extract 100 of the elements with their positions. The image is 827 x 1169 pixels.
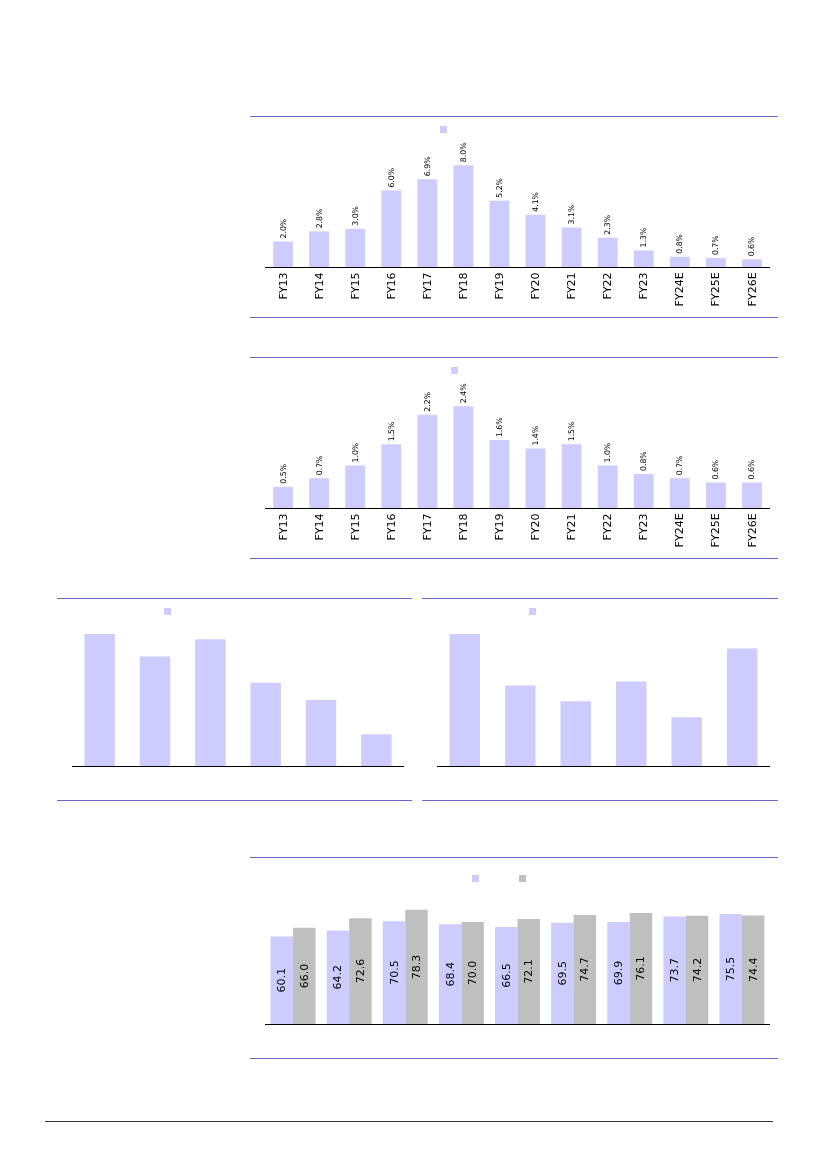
x-tick-label: FY25E [709,272,723,307]
data-label: 70.5 [387,960,401,985]
bar [361,734,392,766]
bar [293,927,316,1024]
x-tick-label: FY24E [673,272,687,307]
bar [449,634,481,766]
bar [381,444,402,508]
x-tick-label: FY23 [637,272,651,300]
bar [597,237,618,267]
bar [705,482,726,508]
bar [663,916,686,1024]
x-tick-label: FY22 [601,272,615,300]
bar [669,256,690,267]
x-tick-label: FY21 [565,513,579,541]
data-label: 66.5 [499,963,513,988]
bar [417,179,438,267]
bar [607,922,630,1024]
bar [273,241,293,267]
bar [495,927,518,1024]
data-label: 72.6 [353,958,367,984]
x-tick-label: FY18 [456,272,470,300]
bar [326,930,350,1024]
data-label: 74.2 [690,957,704,983]
bar [517,918,540,1024]
bar [195,639,226,766]
x-tick-label: FY14 [312,272,326,300]
bar [489,200,510,267]
bar [381,190,402,267]
bar [705,258,726,267]
bar [382,921,406,1024]
bar [84,634,115,766]
bar [305,700,337,766]
x-tick-label: FY13 [276,272,290,300]
bar [417,414,438,508]
bar [250,682,281,766]
data-label: 74.4 [746,957,760,983]
data-label: 73.7 [668,958,682,983]
bar [489,440,510,508]
x-tick-label: FY26E [745,513,759,548]
x-tick-label: FY26E [745,272,759,307]
bar [270,936,294,1024]
x-tick-label: FY15 [348,513,362,541]
bar [561,444,582,508]
bar [742,482,762,508]
bar [273,486,293,508]
data-label: 74.7 [578,957,592,982]
bar [633,474,654,508]
data-label: 76.1 [634,956,648,981]
bar [615,681,647,766]
x-tick-label: FY18 [456,513,470,541]
x-tick-label: FY20 [529,272,543,300]
x-tick-label: FY21 [565,272,579,300]
bar [741,915,765,1024]
x-tick-label: FY16 [384,513,398,541]
bar [629,913,653,1024]
data-label: 64.2 [331,964,345,990]
bar [349,918,372,1024]
bar [453,165,474,267]
bar [405,909,428,1024]
bar [461,921,484,1024]
data-label: 60.1 [275,967,289,993]
bar [671,717,703,766]
x-tick-label: FY16 [384,272,398,300]
bar [504,685,536,766]
x-tick-label: FY20 [529,513,543,541]
x-tick-label: FY19 [493,272,507,300]
data-label: 69.5 [555,961,569,986]
bar [742,259,762,267]
data-label: 69.9 [612,960,625,986]
x-tick-label: FY19 [493,513,507,541]
bar [453,406,474,508]
data-label: 70.0 [466,960,480,986]
bar [685,915,709,1024]
bar [309,478,330,508]
bar [525,214,546,267]
x-tick-label: FY24E [673,513,687,548]
x-tick-label: FY14 [312,513,326,541]
bar [309,231,330,267]
x-tick-label: FY13 [276,513,290,541]
x-tick-label: FY25E [709,513,723,548]
x-tick-label: FY23 [637,513,651,541]
bar [139,656,171,766]
x-tick-label: FY22 [601,513,615,541]
x-tick-label: FY17 [420,513,434,541]
bar [551,922,574,1024]
bar [561,227,582,267]
bar [345,228,366,267]
bar [438,924,462,1024]
bar [345,465,366,508]
data-label: 68.4 [443,961,457,987]
x-tick-label: FY17 [420,272,434,300]
data-label: 75.5 [724,956,738,982]
data-label: 66.0 [297,963,311,989]
bar [669,478,690,508]
bar [560,701,592,766]
bar [573,915,597,1024]
bar [726,648,758,766]
bar [597,465,618,508]
x-tick-label: FY15 [348,272,362,300]
bar [525,448,546,508]
